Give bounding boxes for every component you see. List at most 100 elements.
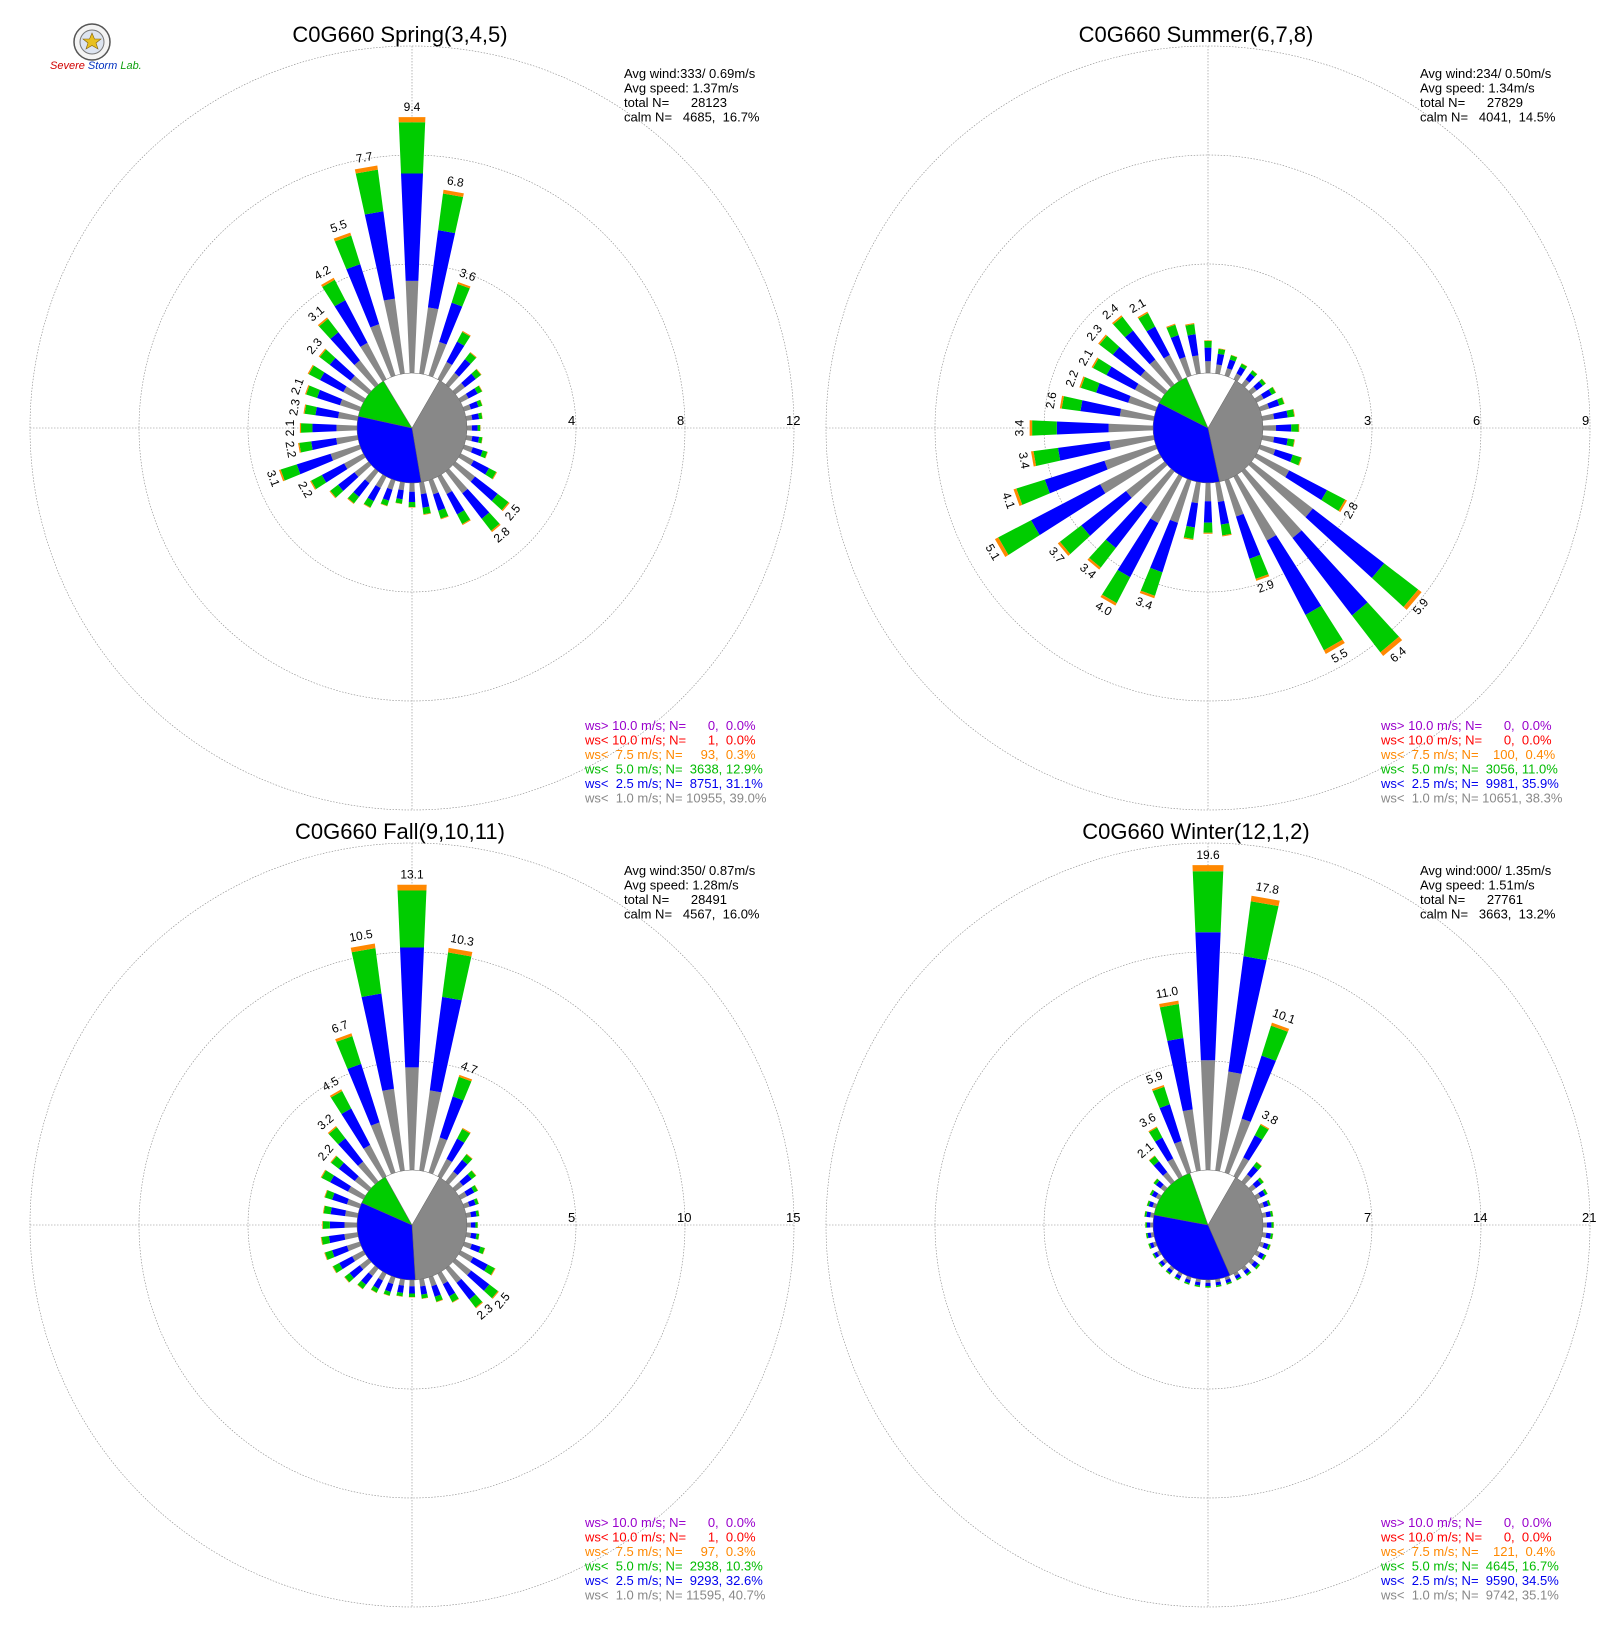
- bar-label-160: 2.9: [1255, 577, 1276, 596]
- bar-190-orange: [396, 1295, 403, 1297]
- bar-120-green: [485, 468, 497, 480]
- bar-230-gray: [1126, 461, 1168, 498]
- bar-250-orange: [324, 1252, 328, 1261]
- bar-120-orange: [1338, 499, 1347, 513]
- bar-label-200: 3.4: [1134, 594, 1155, 613]
- bar-210-blue: [373, 1278, 383, 1289]
- bar-80-orange: [1272, 1210, 1274, 1217]
- bar-190-gray: [1195, 1278, 1201, 1283]
- bar-290-orange: [1146, 1200, 1149, 1206]
- bar-110-blue: [1273, 449, 1293, 463]
- ring-21: [825, 842, 1591, 1608]
- bar-180-blue: [408, 491, 416, 503]
- bar-260-green: [321, 1235, 331, 1245]
- bar-10-green: [438, 193, 464, 234]
- bar-210-gray: [378, 1271, 387, 1281]
- bar-350-green: [1185, 324, 1196, 336]
- bar-90-gray: [1262, 425, 1277, 431]
- calm-pie-white: [383, 372, 440, 429]
- legend-entry-3: ws< 7.5 m/s; N= 97, 0.3%: [584, 1544, 756, 1559]
- bar-190-green: [395, 498, 403, 504]
- bar-330-blue: [341, 1108, 371, 1149]
- bar-140-gray: [1241, 468, 1302, 539]
- bar-320-green: [328, 1127, 346, 1145]
- bar-label-250: 4.1: [999, 490, 1018, 511]
- bar-140-gray: [445, 1265, 462, 1283]
- bar-180-gray: [1204, 482, 1212, 502]
- bar-270-blue: [329, 1221, 345, 1229]
- legend-entry-5: ws< 2.5 m/s; N= 9590, 34.5%: [1380, 1573, 1559, 1588]
- ring-label: 3: [1364, 413, 1371, 428]
- bar-80-blue: [1273, 410, 1288, 420]
- bar-80-blue: [470, 1210, 477, 1218]
- bar-80-green: [478, 412, 483, 420]
- bar-250-orange: [1013, 488, 1023, 506]
- bar-0-gray: [1200, 1060, 1216, 1171]
- bar-170-green: [422, 506, 431, 515]
- bar-260-orange: [298, 442, 301, 453]
- bar-310-blue: [1112, 346, 1146, 377]
- bar-0-gray: [405, 280, 419, 374]
- bar-340-gray: [370, 1122, 396, 1175]
- bar-30-gray: [1233, 373, 1242, 382]
- bar-340-blue: [346, 264, 380, 328]
- bar-40-blue: [1245, 373, 1255, 383]
- bar-350-green: [355, 169, 384, 215]
- bar-30-blue: [446, 1138, 465, 1163]
- bar-200-gray: [388, 1275, 396, 1285]
- bar-350-blue: [1167, 1038, 1193, 1112]
- bar-340-green: [1152, 1086, 1170, 1108]
- bar-350-blue: [361, 993, 394, 1091]
- bar-70-orange: [1268, 1199, 1271, 1206]
- bar-150-orange: [462, 519, 471, 526]
- bar-300-gray: [343, 386, 366, 403]
- bar-320-orange: [1111, 315, 1123, 325]
- calm-pie-blue: [1152, 402, 1220, 484]
- bar-210-blue: [1117, 518, 1159, 578]
- bar-10-blue: [1228, 956, 1267, 1074]
- bar-110-gray: [462, 1241, 472, 1250]
- bar-210-orange: [1174, 1277, 1180, 1281]
- calm-pie-green: [1153, 1172, 1209, 1226]
- bar-300-green: [321, 1170, 335, 1183]
- bar-320-gray: [357, 1161, 379, 1185]
- bar-180-green: [1203, 522, 1213, 533]
- bar-140-gray: [1241, 1265, 1248, 1272]
- bar-270-green: [1145, 1222, 1147, 1228]
- bar-280-orange: [322, 1205, 325, 1214]
- bar-20-green: [451, 283, 470, 307]
- bar-70-gray: [462, 1201, 470, 1209]
- bar-250-blue: [1149, 1242, 1155, 1249]
- bar-40-gray: [1241, 379, 1250, 388]
- bar-50-blue: [1253, 381, 1263, 391]
- bar-280-orange: [1059, 395, 1064, 409]
- bar-0-green: [1204, 341, 1212, 348]
- bar-230-green: [330, 484, 344, 498]
- bar-70-orange: [1281, 397, 1285, 404]
- bar-20-green: [1229, 355, 1238, 362]
- bar-160-orange: [440, 515, 449, 520]
- bar-310-green: [331, 1156, 344, 1169]
- bar-180-green: [408, 1293, 416, 1298]
- bar-110-orange: [1268, 1244, 1271, 1251]
- bar-280-green: [323, 1205, 332, 1215]
- bar-220-gray: [1140, 468, 1175, 507]
- bar-60-orange: [1272, 386, 1277, 393]
- legend-entry-2: ws< 10.0 m/s; N= 1, 0.0%: [584, 733, 756, 748]
- bar-330-gray: [360, 342, 387, 382]
- stat-line-4: calm N= 4041, 14.5%: [1420, 110, 1556, 125]
- bar-100-blue: [470, 1232, 477, 1240]
- bar-290-gray: [346, 1198, 362, 1209]
- bar-350-orange: [350, 943, 376, 953]
- ring-label: 7: [1364, 1210, 1371, 1225]
- logo-word-lab: Lab.: [120, 60, 142, 72]
- bar-10-gray: [419, 1090, 442, 1172]
- bar-0-green: [398, 122, 426, 174]
- bar-20-orange: [458, 1074, 473, 1082]
- bar-190-blue: [1194, 1281, 1201, 1286]
- bar-80-gray: [465, 1212, 472, 1218]
- bar-320-orange: [1148, 1155, 1155, 1161]
- bar-180-orange: [1203, 532, 1213, 534]
- bar-10-green: [442, 952, 472, 1001]
- bar-240-gray: [1100, 453, 1162, 494]
